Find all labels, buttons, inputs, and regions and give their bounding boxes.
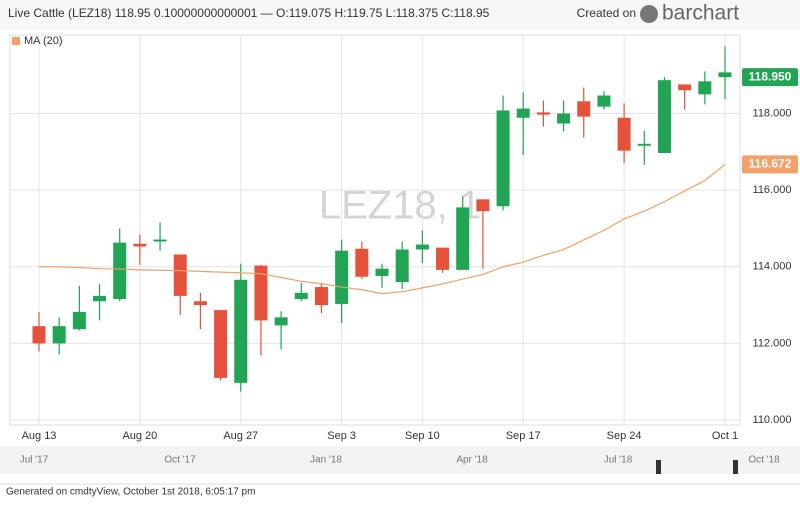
ohlc: — O:119.075 H:119.75 L:118.375 C:118.95 bbox=[261, 6, 490, 20]
candle-body bbox=[32, 326, 46, 344]
y-tick-label: 112.000 bbox=[753, 337, 792, 349]
candle-body bbox=[52, 326, 66, 344]
price-tag bbox=[742, 155, 798, 174]
navigator-label: Jul '18 bbox=[604, 455, 633, 466]
navigator-label: Jan '18 bbox=[310, 455, 342, 466]
y-tick-label: 110.000 bbox=[753, 414, 792, 426]
ma-line bbox=[39, 163, 726, 295]
candle-body bbox=[294, 292, 308, 299]
candle-body bbox=[637, 143, 651, 146]
navigator[interactable] bbox=[0, 446, 800, 474]
brand-logo bbox=[640, 5, 658, 23]
candle-body bbox=[415, 244, 429, 250]
candle-body bbox=[597, 95, 611, 107]
candle-body bbox=[698, 81, 712, 95]
candle-body bbox=[193, 301, 207, 306]
change: 0.10000000000001 bbox=[154, 6, 258, 20]
y-tick-label: 114.000 bbox=[753, 261, 792, 273]
y-tick-label: 118.000 bbox=[753, 107, 792, 119]
candle-body bbox=[153, 239, 167, 242]
navigator-label: Oct '17 bbox=[164, 455, 196, 466]
x-tick-label: Sep 3 bbox=[327, 430, 356, 442]
created-on: Created on bbox=[577, 6, 636, 20]
price-tag-label: 116.672 bbox=[749, 157, 792, 171]
last-price: 118.95 bbox=[115, 6, 151, 20]
candle-body bbox=[274, 317, 288, 326]
navigator-handle[interactable] bbox=[656, 460, 661, 474]
candle-body bbox=[214, 310, 228, 378]
price-tag bbox=[742, 68, 798, 87]
x-tick-label: Sep 24 bbox=[607, 430, 642, 442]
candle-body bbox=[496, 110, 510, 207]
candle-body bbox=[395, 249, 409, 283]
candle-body bbox=[577, 101, 591, 117]
candle-body bbox=[657, 80, 671, 153]
plot-frame bbox=[9, 34, 741, 426]
navigator-label: Oct '18 bbox=[748, 455, 780, 466]
candle-body bbox=[173, 254, 187, 296]
candle-body bbox=[113, 242, 127, 299]
candle-body bbox=[72, 311, 86, 330]
header-bar bbox=[0, 0, 800, 30]
candle-body bbox=[516, 108, 530, 118]
candle-body bbox=[314, 287, 328, 306]
candle-body bbox=[436, 247, 450, 270]
navigator-label: Apr '18 bbox=[456, 455, 488, 466]
x-tick-label: Aug 13 bbox=[22, 430, 57, 442]
header-text: Live Cattle (LEZ18) 118.95 0.10000000000… bbox=[8, 6, 490, 20]
candle-body bbox=[254, 265, 268, 321]
x-tick-label: Aug 20 bbox=[122, 430, 157, 442]
candle-body bbox=[93, 295, 107, 302]
candle-body bbox=[335, 250, 349, 304]
candle-body bbox=[375, 268, 389, 276]
brand: barchart bbox=[662, 2, 739, 25]
candle-body bbox=[476, 199, 490, 212]
x-tick-label: Sep 10 bbox=[405, 430, 440, 442]
candle-body bbox=[536, 112, 550, 115]
footer: Generated on cmdtyView, October 1st 2018… bbox=[6, 487, 255, 498]
y-tick-label: 116.000 bbox=[753, 184, 792, 196]
candle-body bbox=[234, 279, 248, 383]
price-tag-label: 118.950 bbox=[749, 69, 792, 83]
candle-body bbox=[557, 113, 571, 124]
navigator-handle[interactable] bbox=[733, 460, 738, 474]
x-tick-label: Oct 1 bbox=[712, 430, 738, 442]
plot: 110.000 112.000 114.000 116.000 118.000 Aug 1… bbox=[10, 35, 791, 442]
candle-body bbox=[678, 84, 692, 91]
legend-swatch bbox=[12, 37, 20, 45]
legend-label: MA (20) bbox=[24, 35, 63, 47]
watermark: LEZ18, 1 bbox=[319, 184, 481, 228]
candle-body bbox=[617, 117, 631, 151]
navigator-label: Jul '17 bbox=[20, 455, 49, 466]
candle-body bbox=[355, 248, 369, 277]
title: Live Cattle (LEZ18) bbox=[8, 6, 111, 20]
x-tick-label: Aug 27 bbox=[223, 430, 258, 442]
candle-body bbox=[456, 207, 470, 270]
candle-body bbox=[718, 72, 732, 78]
candle-body bbox=[133, 243, 147, 247]
x-tick-label: Sep 17 bbox=[506, 430, 541, 442]
